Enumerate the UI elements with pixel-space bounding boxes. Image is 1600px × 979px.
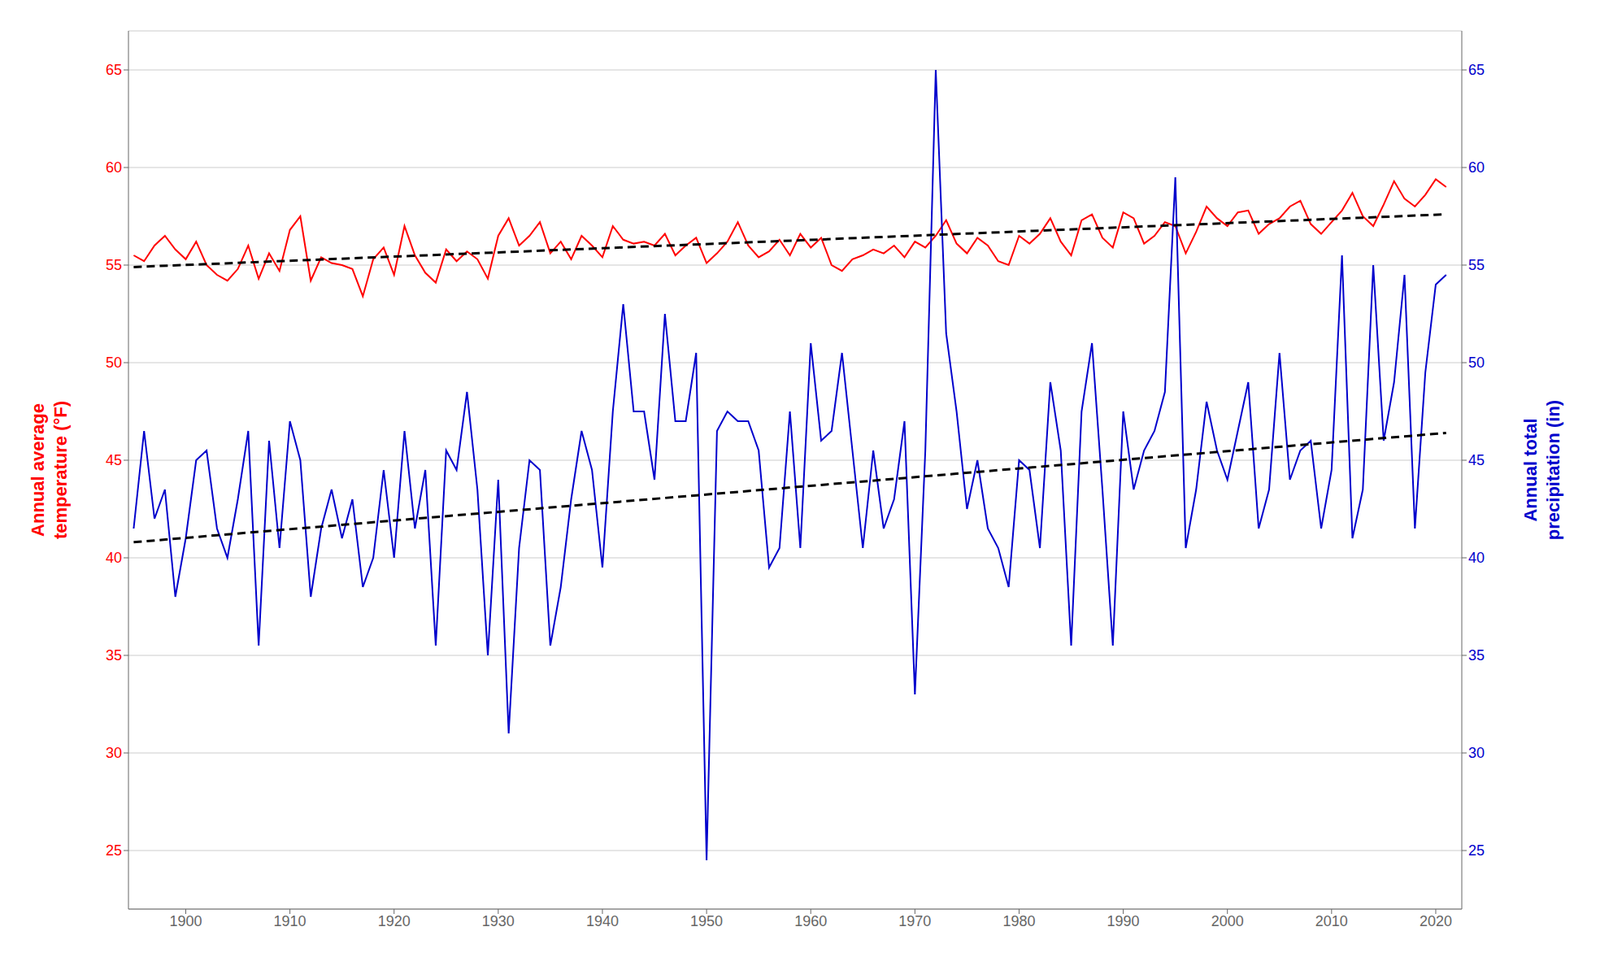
- svg-text:45: 45: [105, 452, 122, 469]
- svg-text:1920: 1920: [378, 913, 411, 930]
- svg-text:65: 65: [1468, 61, 1485, 79]
- svg-text:1990: 1990: [1107, 913, 1140, 930]
- svg-text:1930: 1930: [482, 913, 515, 930]
- svg-text:1910: 1910: [273, 913, 307, 930]
- svg-text:45: 45: [1468, 452, 1485, 469]
- svg-text:2020: 2020: [1419, 913, 1453, 930]
- svg-text:25: 25: [1468, 842, 1485, 859]
- svg-text:30: 30: [1468, 744, 1485, 761]
- svg-text:35: 35: [105, 647, 122, 664]
- svg-text:1970: 1970: [898, 913, 931, 930]
- svg-text:1940: 1940: [586, 913, 619, 930]
- svg-text:40: 40: [1468, 549, 1485, 566]
- svg-text:50: 50: [105, 354, 122, 371]
- svg-text:60: 60: [1468, 159, 1485, 176]
- svg-text:2010: 2010: [1315, 913, 1348, 930]
- svg-text:1900: 1900: [169, 913, 202, 930]
- svg-text:Annual totalprecipitation (in): Annual totalprecipitation (in): [1520, 400, 1564, 540]
- svg-text:65: 65: [105, 61, 122, 79]
- svg-text:35: 35: [1468, 647, 1485, 664]
- svg-text:55: 55: [1468, 256, 1485, 274]
- svg-text:60: 60: [105, 159, 122, 176]
- svg-text:55: 55: [105, 256, 122, 274]
- svg-text:1950: 1950: [690, 913, 723, 930]
- svg-text:50: 50: [1468, 354, 1485, 371]
- svg-text:30: 30: [105, 744, 122, 761]
- svg-text:2000: 2000: [1211, 913, 1244, 930]
- svg-text:25: 25: [105, 842, 122, 859]
- svg-text:1980: 1980: [1002, 913, 1035, 930]
- svg-text:40: 40: [105, 549, 122, 566]
- svg-text:1960: 1960: [794, 913, 827, 930]
- svg-text:Annual averagetemperature (°F): Annual averagetemperature (°F): [27, 400, 71, 540]
